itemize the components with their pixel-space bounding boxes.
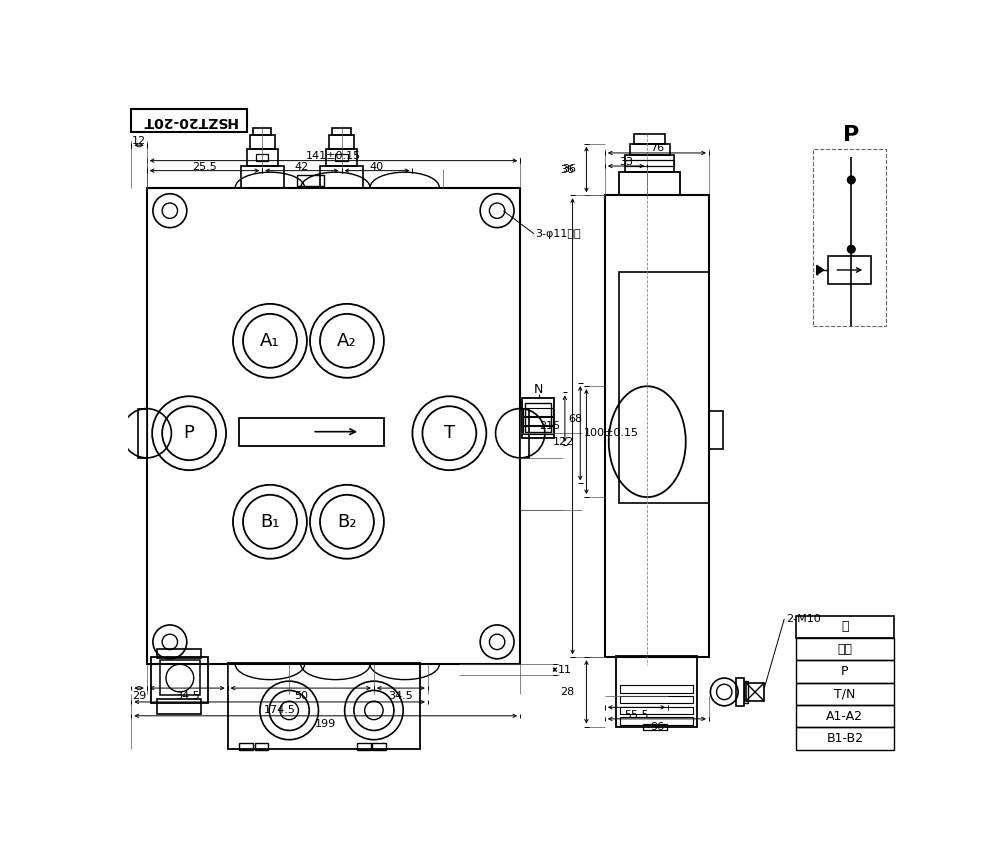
Text: 12: 12 [132,136,146,146]
Bar [332,128,351,135]
Text: 阀: 阀 [841,620,849,633]
Bar [138,408,147,458]
Text: 141±0.15: 141±0.15 [306,151,361,161]
Text: B1-B2: B1-B2 [826,732,863,745]
Bar [796,683,894,705]
Bar [329,135,354,149]
Text: 2-M10: 2-M10 [786,614,821,624]
Bar [620,717,693,725]
Text: 96: 96 [650,722,664,732]
Text: 174.5: 174.5 [264,705,296,715]
Bar [736,678,744,705]
Bar [228,663,420,749]
Bar [616,656,697,727]
Bar [523,408,553,415]
Bar [643,724,666,730]
Bar [255,743,268,751]
Text: A1-A2: A1-A2 [826,710,863,722]
Bar [326,149,357,166]
Bar [157,648,201,658]
Text: B₁: B₁ [260,513,280,531]
Bar [241,166,284,187]
Bar [620,685,693,693]
Text: P: P [184,424,195,443]
Text: 3-φ11通孔: 3-φ11通孔 [536,229,581,239]
Text: 33: 33 [619,157,633,167]
Bar [620,706,693,714]
Bar [131,109,247,132]
Text: 122: 122 [553,437,574,447]
Text: 36: 36 [562,164,576,174]
Text: 76: 76 [650,143,664,153]
Text: 34.5: 34.5 [388,691,413,700]
Bar [357,743,371,751]
Text: 25.5: 25.5 [192,162,217,172]
Bar [813,149,886,326]
Bar [620,696,693,704]
Text: 50: 50 [294,691,308,700]
Bar [744,681,748,703]
Text: 36: 36 [560,165,574,174]
Bar [523,417,553,425]
Bar [151,656,208,703]
Text: P: P [843,125,859,146]
Bar [796,616,894,638]
Bar [335,155,348,161]
Bar [634,134,665,144]
Bar [828,256,871,284]
Text: 11: 11 [558,665,572,675]
Text: N: N [534,383,543,396]
Bar [297,174,324,186]
Text: 29: 29 [132,691,146,700]
Bar [796,728,894,750]
Text: A₁: A₁ [260,332,280,350]
Text: P: P [841,665,849,678]
Bar [630,144,670,155]
Circle shape [847,245,855,253]
Text: HSZT20-20T: HSZT20-20T [141,113,237,128]
Bar [625,155,674,172]
Bar [625,160,674,166]
Bar [796,638,894,660]
Bar [525,403,551,432]
Text: 100±0.15: 100±0.15 [583,428,638,438]
Text: 42: 42 [295,162,309,172]
Text: 28: 28 [560,687,574,697]
Bar [796,660,894,683]
Bar [256,155,268,161]
Bar [250,135,275,149]
Bar [239,743,253,751]
Bar [796,705,894,728]
Bar [709,411,723,449]
Bar [746,683,764,701]
Bar [253,128,271,135]
Text: 215: 215 [539,421,560,431]
Bar [605,195,709,657]
Polygon shape [817,266,824,275]
Text: 55.5: 55.5 [624,710,649,720]
Text: 40: 40 [370,162,384,172]
Text: T: T [444,424,455,443]
Text: B₂: B₂ [337,513,357,531]
Bar [619,272,709,503]
Bar [522,397,554,438]
Bar [239,418,384,446]
Bar [147,187,520,665]
Bar [520,408,529,458]
Bar [320,166,363,187]
Bar [372,743,386,751]
Text: A₂: A₂ [337,332,357,350]
Text: 接口: 接口 [837,643,852,656]
Bar [157,699,201,714]
Bar [247,149,278,166]
Text: T/N: T/N [834,688,855,700]
Text: 34.5: 34.5 [175,691,200,700]
Text: 68: 68 [568,414,582,424]
Text: 199: 199 [315,718,336,728]
Bar [619,172,680,195]
Circle shape [847,176,855,184]
Bar [523,426,553,434]
Bar [160,660,200,695]
